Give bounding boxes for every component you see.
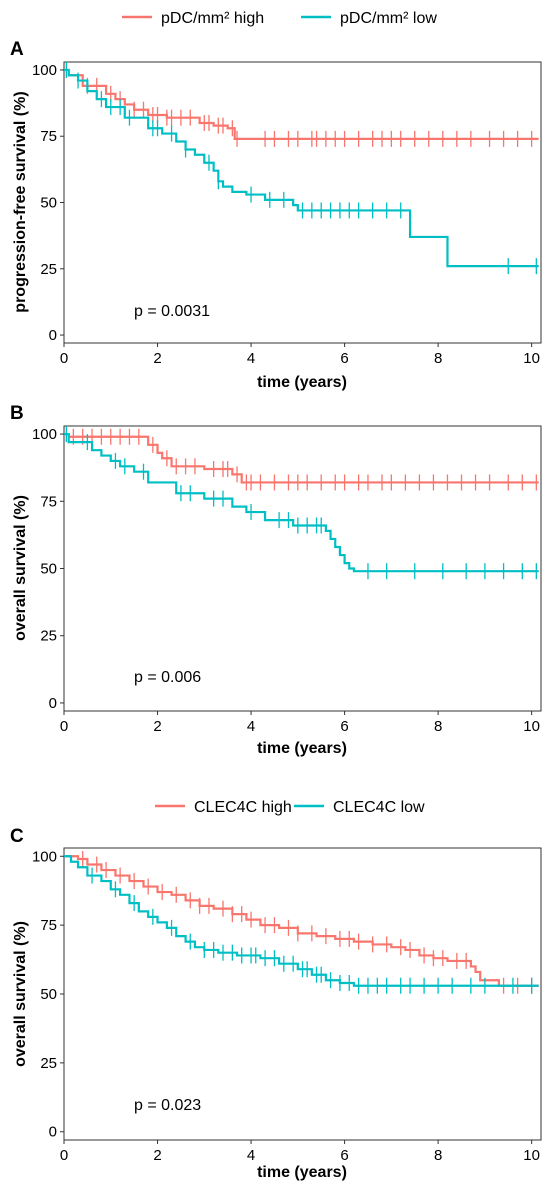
- y-tick-label-b-0: 0: [49, 695, 57, 712]
- x-tick-label-b-0: 0: [60, 718, 68, 735]
- y-tick-label-c-50: 50: [40, 986, 57, 1003]
- legend-top: pDC/mm² high pDC/mm² low: [122, 10, 437, 27]
- survival-curve-a-high: [64, 68, 539, 140]
- legend-bottom: CLEC4C high CLEC4C low: [155, 799, 425, 816]
- x-tick-label-c-8: 8: [434, 1147, 442, 1164]
- y-tick-label-a-50: 50: [40, 195, 57, 212]
- x-axis-label-a: time (years): [257, 374, 347, 391]
- x-tick-label-c-4: 4: [247, 1147, 255, 1164]
- y-tick-label-c-100: 100: [32, 848, 57, 865]
- y-tick-label-a-75: 75: [40, 128, 57, 145]
- x-tick-label-c-10: 10: [523, 1147, 540, 1164]
- y-axis-label-c: overall survival (%): [12, 921, 29, 1067]
- x-tick-label-b-8: 8: [434, 718, 442, 735]
- y-tick-label-b-50: 50: [40, 561, 57, 578]
- y-tick-label-a-100: 100: [32, 62, 57, 79]
- y-tick-label-c-75: 75: [40, 917, 57, 934]
- y-tick-label-b-25: 25: [40, 628, 57, 645]
- x-tick-label-c-6: 6: [340, 1147, 348, 1164]
- x-tick-label-a-2: 2: [153, 350, 161, 367]
- panel-c: C p = 0.023 time (years) overall surviva…: [10, 826, 542, 1181]
- panel-a: A p = 0.0031 time (years) progression-fr…: [10, 39, 542, 391]
- x-tick-label-a-4: 4: [247, 350, 255, 367]
- survival-curve-a-low: [64, 68, 539, 268]
- x-tick-label-b-6: 6: [340, 718, 348, 735]
- x-tick-label-b-2: 2: [153, 718, 161, 735]
- x-tick-label-a-10: 10: [523, 350, 540, 367]
- y-axis-label-a: progression-free survival (%): [12, 91, 29, 312]
- p-value-c: p = 0.023: [134, 1097, 201, 1114]
- legend-top-label-low: pDC/mm² low: [340, 10, 437, 27]
- x-tick-label-c-0: 0: [60, 1147, 68, 1164]
- survival-curve-c-high: [64, 855, 539, 987]
- panel-label-a: A: [10, 39, 24, 60]
- y-tick-label-c-0: 0: [49, 1124, 57, 1141]
- survival-curve-b-low: [64, 432, 539, 573]
- x-axis-label-c: time (years): [257, 1164, 347, 1181]
- y-tick-label-c-25: 25: [40, 1055, 57, 1072]
- legend-bottom-label-low: CLEC4C low: [333, 799, 425, 816]
- panel-b: B p = 0.006 time (years) overall surviva…: [10, 403, 542, 757]
- x-tick-label-c-2: 2: [153, 1147, 161, 1164]
- y-axis-label-b: overall survival (%): [12, 495, 29, 641]
- p-value-b: p = 0.006: [134, 669, 201, 686]
- y-tick-label-a-0: 0: [49, 327, 57, 344]
- y-tick-label-b-100: 100: [32, 426, 57, 443]
- p-value-a: p = 0.0031: [134, 303, 210, 320]
- legend-bottom-label-high: CLEC4C high: [194, 799, 292, 816]
- survival-curve-c-low: [64, 855, 539, 987]
- y-tick-label-a-25: 25: [40, 261, 57, 278]
- survival-curve-b-high: [64, 432, 539, 484]
- legend-top-label-high: pDC/mm² high: [161, 10, 264, 27]
- x-axis-label-b: time (years): [257, 740, 347, 757]
- panel-label-c: C: [10, 826, 24, 847]
- panel-label-b: B: [10, 403, 24, 424]
- y-tick-label-b-75: 75: [40, 493, 57, 510]
- x-tick-label-b-10: 10: [523, 718, 540, 735]
- x-tick-label-a-6: 6: [340, 350, 348, 367]
- x-tick-label-b-4: 4: [247, 718, 255, 735]
- x-tick-label-a-8: 8: [434, 350, 442, 367]
- x-tick-label-a-0: 0: [60, 350, 68, 367]
